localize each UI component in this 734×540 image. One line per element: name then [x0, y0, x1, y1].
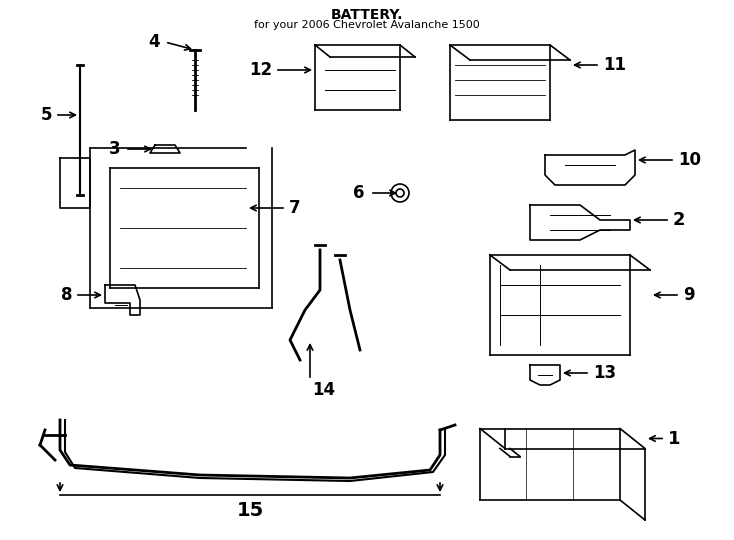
Text: 15: 15: [236, 501, 264, 519]
Text: 6: 6: [354, 184, 365, 202]
Text: BATTERY.: BATTERY.: [331, 8, 403, 22]
Text: 14: 14: [312, 381, 335, 399]
Text: 4: 4: [148, 33, 160, 51]
Text: 12: 12: [249, 61, 272, 79]
Text: 1: 1: [668, 429, 680, 448]
Text: 13: 13: [593, 364, 616, 382]
Text: 8: 8: [60, 286, 72, 304]
Text: 9: 9: [683, 286, 694, 304]
Text: 5: 5: [40, 106, 52, 124]
Text: 3: 3: [109, 140, 120, 158]
Text: 7: 7: [289, 199, 301, 217]
Text: 10: 10: [678, 151, 701, 169]
Text: for your 2006 Chevrolet Avalanche 1500: for your 2006 Chevrolet Avalanche 1500: [254, 20, 480, 30]
Text: 2: 2: [673, 211, 686, 229]
Text: 11: 11: [603, 56, 626, 74]
